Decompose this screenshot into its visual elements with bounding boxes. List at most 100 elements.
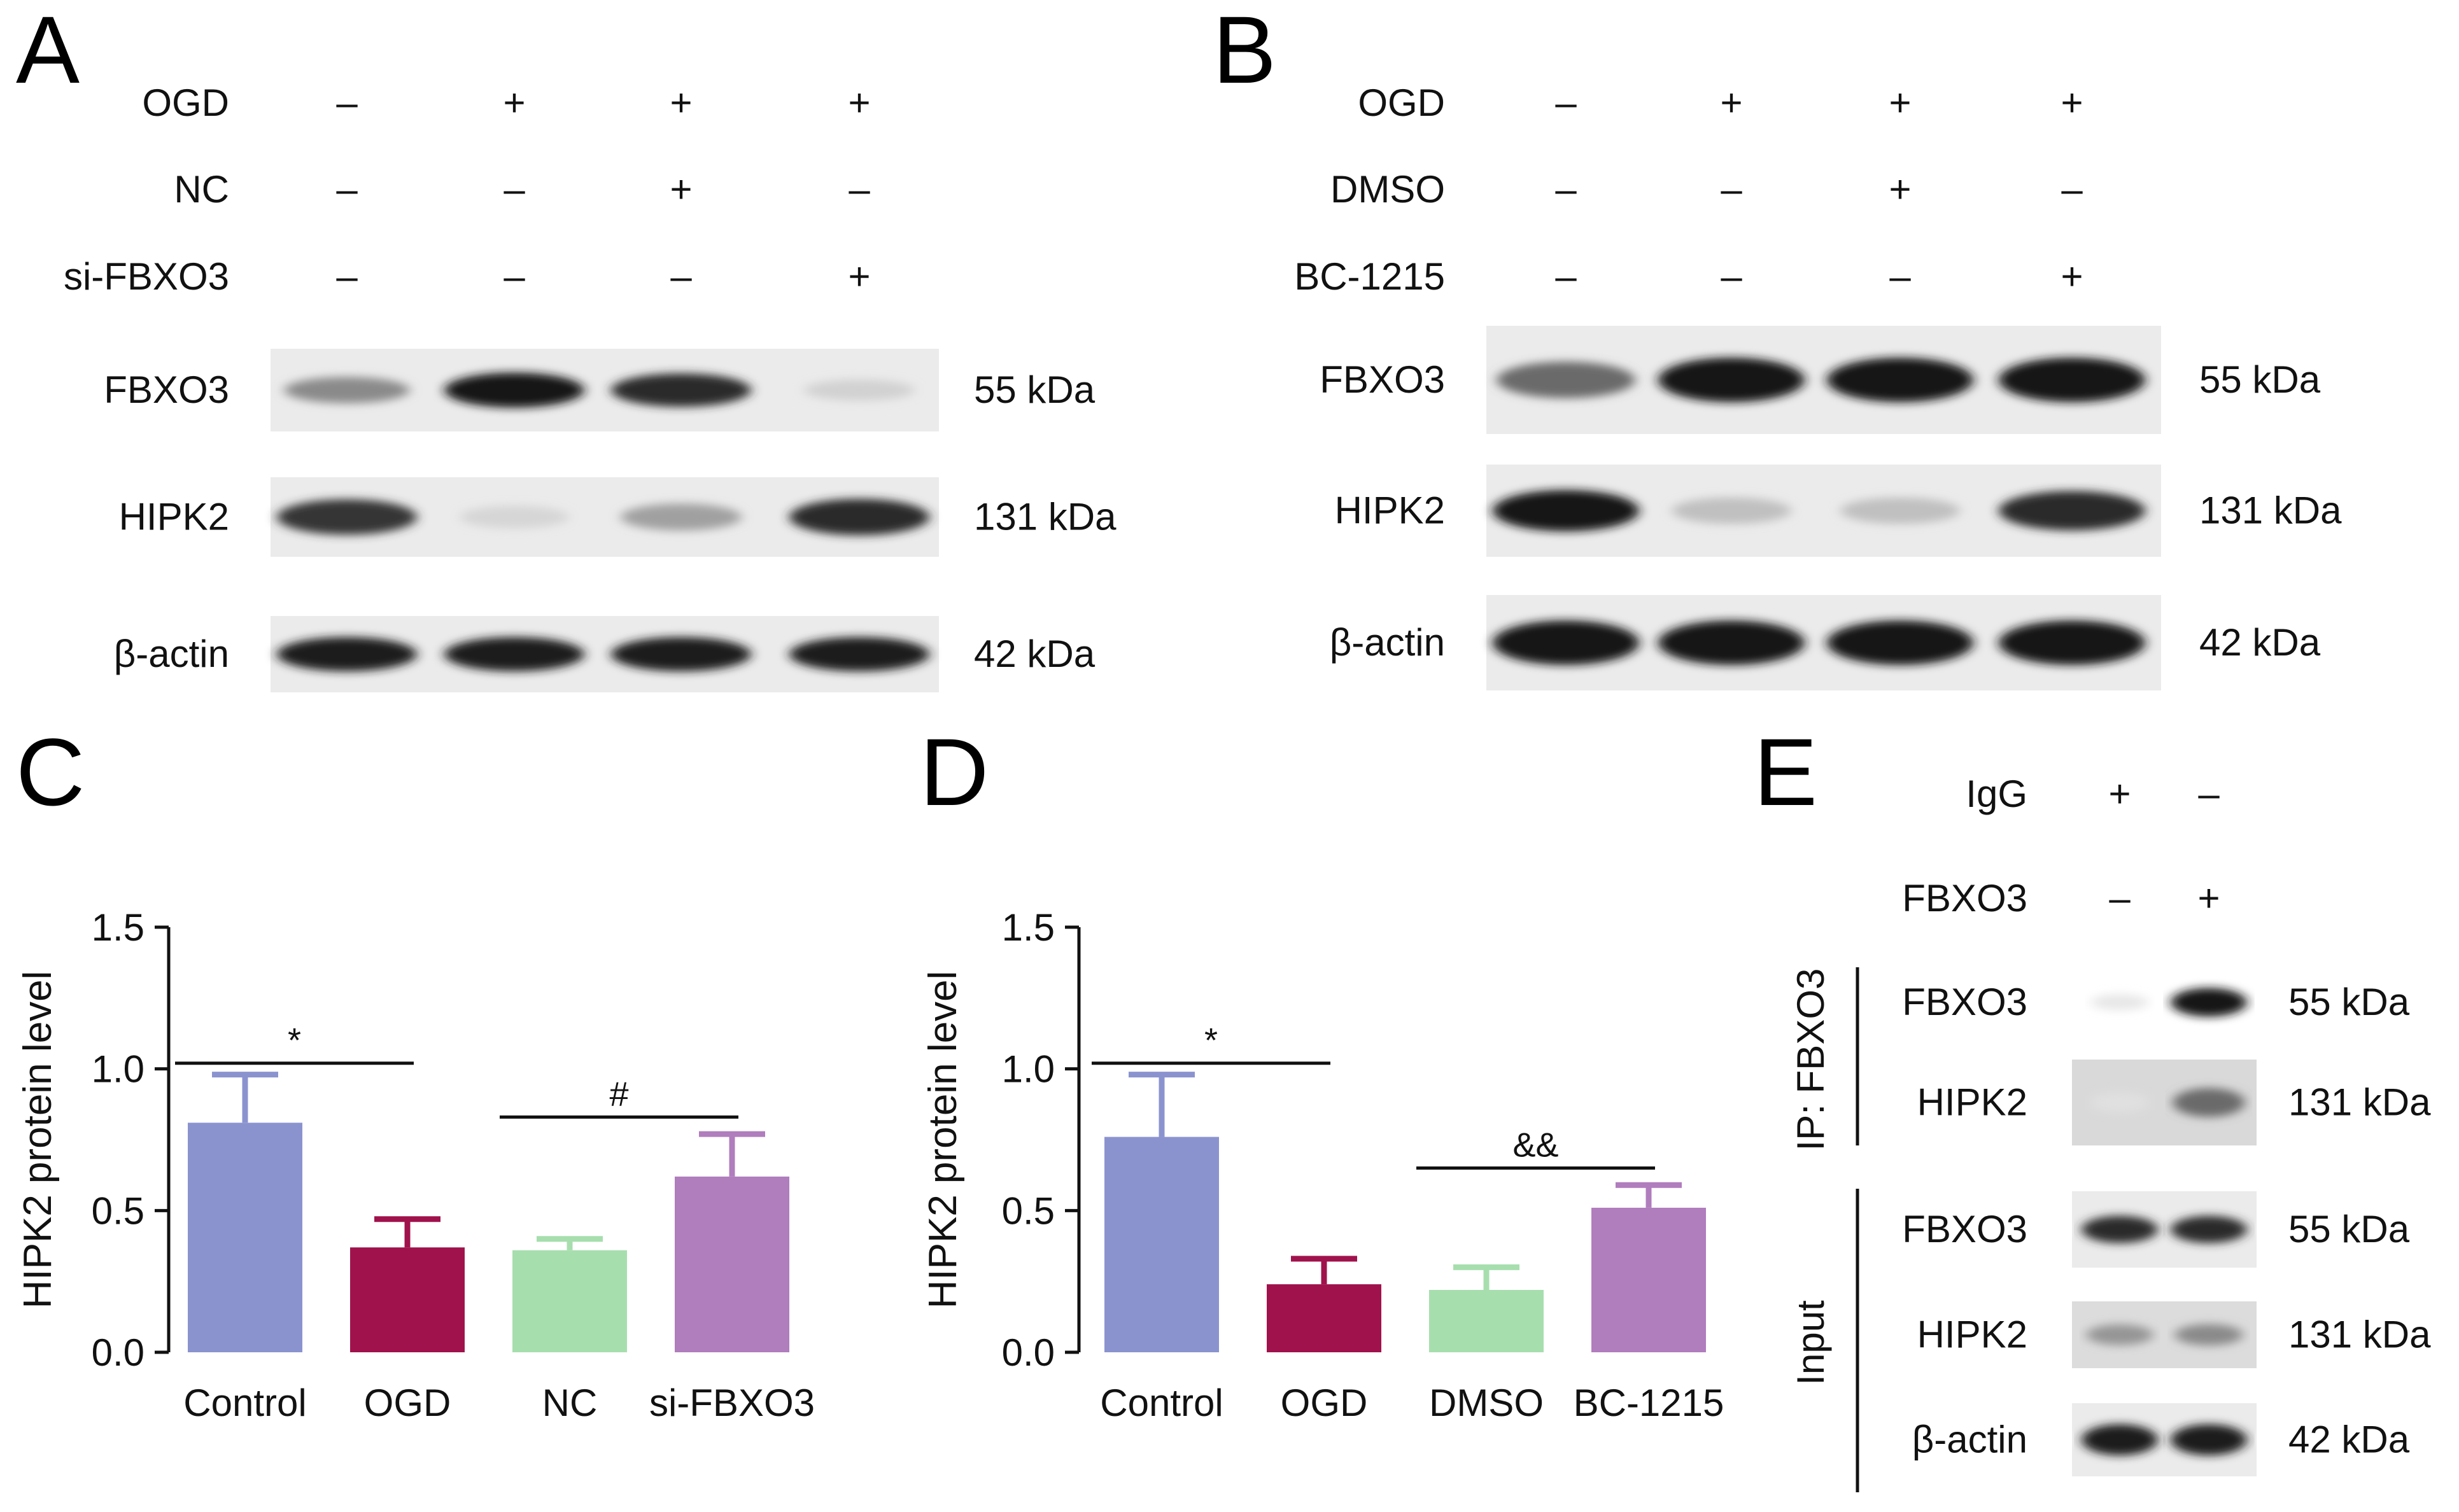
- panel-b-protein-label: β-actin: [1330, 621, 1445, 664]
- panel-a-condition-sign: +: [848, 255, 870, 298]
- panel-e-ip-mw-label: 55 kDa: [2288, 981, 2410, 1023]
- panel-e-input-band: [2082, 1215, 2158, 1243]
- panel-a-condition-label: si-FBXO3: [64, 255, 229, 298]
- panel-b-band: [1497, 361, 1635, 398]
- panel-b-band: [1827, 358, 1973, 402]
- ip-group-label: IP: FBXO3: [1789, 969, 1832, 1151]
- panel-b-western-blot: OGD – + + + DMSO – – + – BC-1215 – – – + FBXO3 55 kDa HIP…: [1294, 81, 2342, 690]
- panel-b-mw-label: 42 kDa: [2199, 621, 2321, 664]
- panel-e-input-band: [2171, 1424, 2247, 1455]
- panel-e-input-mw-label: 55 kDa: [2288, 1208, 2410, 1250]
- panel-a-band: [620, 503, 742, 531]
- panel-d-y-tick-label: 0.0: [1002, 1331, 1055, 1374]
- panel-e-ip-protein-label: FBXO3: [1902, 981, 2027, 1023]
- panel-a-condition-sign: +: [848, 81, 870, 124]
- panel-e-ip-band: [2090, 1092, 2149, 1113]
- panel-b-band: [1658, 620, 1805, 665]
- panel-b-band: [1658, 358, 1805, 402]
- panel-e-condition-label: FBXO3: [1902, 877, 2027, 920]
- panel-b-condition-sign: +: [1720, 81, 1742, 124]
- panel-c-x-tick-label: si-FBXO3: [649, 1382, 815, 1424]
- panel-d-significance-mark: &&: [1512, 1126, 1558, 1165]
- panel-a-band: [444, 372, 584, 408]
- panel-a-band: [789, 498, 929, 536]
- panel-e-input-protein-label: FBXO3: [1902, 1208, 2027, 1250]
- panel-b-protein-label: HIPK2: [1335, 489, 1445, 532]
- panel-c-y-tick-label: 0.0: [92, 1331, 144, 1374]
- panel-a-condition-sign: –: [504, 168, 525, 211]
- panel-b-band: [1493, 620, 1639, 665]
- panel-b-band: [1493, 490, 1639, 531]
- panel-a-condition-sign: –: [336, 81, 358, 124]
- panel-e-condition-sign: –: [2109, 877, 2131, 920]
- panel-c-y-tick-label: 1.5: [92, 906, 144, 949]
- panel-a-condition-sign: +: [670, 168, 692, 211]
- panel-b-condition-sign: –: [1721, 255, 1742, 298]
- panel-d-y-axis-title: HIPK2 protein level: [921, 971, 965, 1309]
- panel-a-condition-sign: +: [670, 81, 692, 124]
- panel-c-x-tick-label: OGD: [364, 1382, 451, 1424]
- panel-a-condition-sign: –: [336, 168, 358, 211]
- panel-b-protein-label: FBXO3: [1320, 358, 1445, 401]
- panel-e-input-band: [2082, 1424, 2158, 1455]
- panel-d-bar: [1267, 1284, 1381, 1352]
- panel-a-condition-sign: +: [503, 81, 525, 124]
- panel-a-band: [789, 637, 929, 671]
- panel-d-y-tick-label: 0.5: [1002, 1189, 1055, 1232]
- panel-d-significance-mark: *: [1204, 1021, 1218, 1060]
- panel-a-protein-label: β-actin: [114, 633, 229, 675]
- panel-a-band: [804, 379, 915, 401]
- panel-a-condition-sign: –: [849, 168, 870, 211]
- panel-e-ip-mw-label: 131 kDa: [2288, 1081, 2431, 1124]
- panel-b-condition-sign: –: [1555, 255, 1577, 298]
- panel-b-condition-label: BC-1215: [1294, 255, 1445, 298]
- panel-e-input-mw-label: 42 kDa: [2288, 1418, 2410, 1461]
- panel-b-band: [1999, 491, 2145, 531]
- panel-b-condition-sign: –: [2061, 168, 2083, 211]
- panel-a-western-blot: OGD – + + + NC – – + – si-FBXO3 – – – + FBXO3 55 kDa HIPK…: [64, 81, 1117, 692]
- panel-d-bar: [1429, 1290, 1544, 1352]
- panel-a-band: [611, 637, 751, 671]
- panel-c-bar: [350, 1247, 465, 1352]
- panel-b-condition-sign: –: [1555, 168, 1577, 211]
- panel-c-bar: [188, 1123, 302, 1352]
- panel-d-bar-chart: 0.0 0.5 1.0 1.5 HIPK2 protein level Control OG…: [921, 906, 1724, 1424]
- panel-c-x-tick-label: Control: [183, 1382, 306, 1424]
- panel-letter-c: C: [16, 718, 85, 825]
- panel-a-protein-label: HIPK2: [119, 496, 229, 538]
- panel-a-mw-label: 42 kDa: [974, 633, 1096, 675]
- panel-e-input-mw-label: 131 kDa: [2288, 1313, 2431, 1356]
- panel-d-bar: [1591, 1207, 1706, 1352]
- panel-e-ip-band: [2171, 988, 2247, 1017]
- panel-c-significance-mark: #: [609, 1075, 628, 1113]
- panel-b-condition-sign: +: [1889, 81, 1911, 124]
- panel-b-mw-label: 131 kDa: [2199, 489, 2342, 532]
- panel-e-input-band: [2171, 1215, 2247, 1243]
- panel-a-condition-sign: –: [504, 255, 525, 298]
- panel-b-band: [1672, 497, 1791, 524]
- panel-e-condition-sign: –: [2198, 773, 2220, 815]
- panel-letter-a: A: [16, 0, 80, 103]
- panel-a-condition-label: NC: [174, 168, 229, 211]
- panel-e-ip-protein-label: HIPK2: [1917, 1081, 2027, 1124]
- panel-a-mw-label: 55 kDa: [974, 368, 1096, 411]
- panel-a-protein-label: FBXO3: [104, 368, 229, 411]
- panel-letter-b: B: [1213, 0, 1276, 103]
- panel-e-input-protein-label: HIPK2: [1917, 1313, 2027, 1356]
- panel-d-x-tick-label: Control: [1100, 1382, 1223, 1424]
- panel-e-ip-band: [2090, 994, 2149, 1011]
- panel-e-input-protein-label: β-actin: [1912, 1418, 2027, 1461]
- panel-c-bar-chart: 0.0 0.5 1.0 1.5 HIPK2 protein level Control OG…: [16, 906, 815, 1424]
- panel-b-condition-sign: +: [2061, 81, 2083, 124]
- panel-d-y-tick-label: 1.5: [1002, 906, 1055, 949]
- panel-a-band: [459, 505, 570, 529]
- panel-e-input-band: [2086, 1324, 2153, 1345]
- panel-d-x-tick-label: BC-1215: [1574, 1382, 1724, 1424]
- panel-e-co-ip-blot: IP: FBXO3 Input IgG + – FBXO3 – + FBXO3 55 kDa H…: [1789, 773, 2431, 1492]
- panel-b-condition-sign: –: [1555, 81, 1577, 124]
- panel-d-x-tick-label: DMSO: [1429, 1382, 1544, 1424]
- panel-b-band: [1840, 497, 1960, 524]
- panel-b-condition-label: OGD: [1358, 81, 1445, 124]
- panel-a-mw-label: 131 kDa: [974, 496, 1117, 538]
